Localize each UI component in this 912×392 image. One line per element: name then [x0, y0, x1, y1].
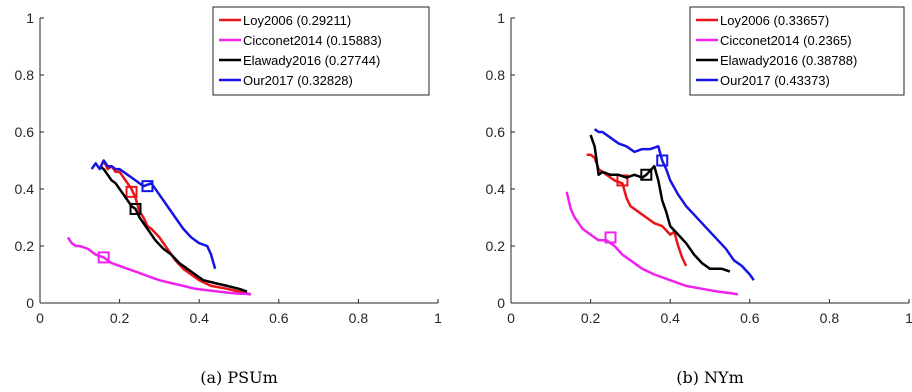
series-marker: [129, 202, 142, 215]
subfigure-caption: (a) PSUm: [200, 368, 278, 387]
x-tick-label: 0.2: [110, 310, 130, 326]
series-marker: [640, 168, 653, 181]
legend-entry: Elawady2016 (0.38788): [720, 53, 857, 68]
y-tick-label: 0.4: [486, 181, 506, 197]
y-tick-label: 0.6: [15, 124, 35, 140]
series-marker: [125, 185, 138, 198]
series-line: [565, 191, 739, 296]
series-line: [98, 159, 252, 296]
series-marker: [604, 231, 617, 244]
y-tick-label: 0.8: [15, 67, 35, 83]
y-tick-label: 0.4: [15, 181, 35, 197]
series-line: [66, 236, 252, 296]
x-tick-label: 0.8: [820, 310, 840, 326]
series-line: [98, 165, 248, 293]
legend-box: [689, 6, 905, 96]
chart-panel-psum: 0 0.2 0.4 0.6 0.8 1 0 0.2 0.4 0.6 0.8 1 Loy2006 (0.2…: [15, 6, 442, 387]
legend-box: [212, 6, 430, 96]
y-tick-label: 0: [26, 295, 34, 311]
series-line: [593, 128, 755, 281]
legend-entry: Our2017 (0.32828): [243, 73, 353, 88]
legend-entry: Cicconet2014 (0.2365): [720, 33, 852, 48]
legend-entry: Loy2006 (0.29211): [243, 13, 351, 28]
y-tick-label: 1: [26, 10, 34, 26]
y-tick-label: 0.8: [486, 67, 506, 83]
legend-entry: Loy2006 (0.33657): [720, 13, 829, 28]
y-tick-label: 0: [497, 295, 505, 311]
chart-panel-nym: 0 0.2 0.4 0.6 0.8 1 0 0.2 0.4 0.6 0.8 1 Loy2006 (0.3…: [486, 6, 912, 387]
legend: Loy2006 (0.33657) Cicconet2014 (0.2365) El…: [689, 6, 905, 96]
x-tick-label: 0.2: [581, 310, 601, 326]
x-tick-label: 1: [434, 310, 442, 326]
subfigure-caption: (b) NYm: [676, 368, 744, 387]
legend-entry: Our2017 (0.43373): [720, 73, 830, 88]
legend-entry: Cicconet2014 (0.15883): [243, 33, 382, 48]
series-line: [90, 159, 217, 270]
legend: Loy2006 (0.29211) Cicconet2014 (0.15883) E…: [212, 6, 430, 96]
series-marker: [656, 154, 669, 167]
series-marker: [97, 251, 110, 264]
x-tick-label: 0.4: [189, 310, 209, 326]
y-tick-label: 1: [497, 10, 505, 26]
series-marker: [141, 180, 154, 193]
x-tick-label: 0.8: [349, 310, 369, 326]
x-tick-label: 0.6: [269, 310, 289, 326]
x-tick-label: 1: [905, 310, 912, 326]
y-tick-label: 0.2: [486, 238, 506, 254]
x-tick-label: 0.4: [660, 310, 680, 326]
legend-entry: Elawady2016 (0.27744): [243, 53, 380, 68]
x-tick-label: 0: [36, 310, 44, 326]
y-tick-label: 0.6: [486, 124, 506, 140]
x-tick-label: 0.6: [740, 310, 760, 326]
y-tick-label: 0.2: [15, 238, 35, 254]
x-tick-label: 0: [507, 310, 515, 326]
series-line: [589, 134, 731, 273]
